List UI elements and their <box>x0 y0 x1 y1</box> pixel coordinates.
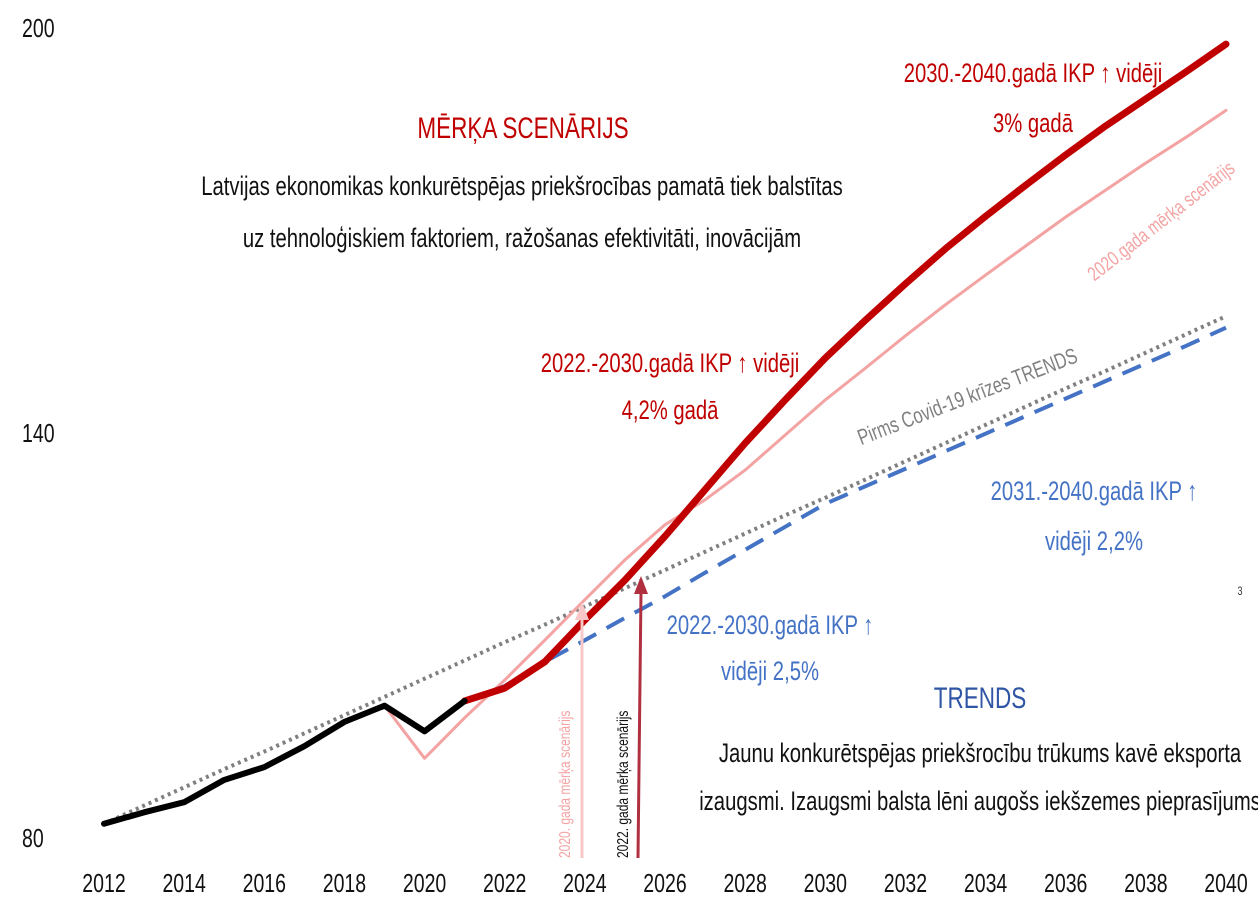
annotation: 3 <box>1237 584 1242 598</box>
annotation: 2031.-2040.gadā IKP ↑ <box>991 476 1198 506</box>
x-tick-label: 2032 <box>884 868 927 898</box>
annotation: 2022.-2030.gadā IKP ↑ vidēji <box>541 348 800 378</box>
x-tick-label: 2030 <box>804 868 847 898</box>
annotation: 2030.-2040.gadā IKP ↑ vidēji <box>904 58 1163 88</box>
annotation: 4,2% gadā <box>622 395 720 425</box>
x-tick-label: 2014 <box>162 868 205 898</box>
annotation: vidēji 2,2% <box>1045 526 1143 556</box>
annotation: 2020. gada mērķa scenārijs <box>557 711 574 858</box>
arrow <box>636 591 643 859</box>
x-tick-label: 2020 <box>403 868 446 898</box>
arrow-head <box>575 602 589 620</box>
annotations: MĒRĶA SCENĀRIJS Latvijas ekonomikas konk… <box>201 58 1258 858</box>
line-series <box>101 697 468 827</box>
annotation: 3% gadā <box>993 108 1074 138</box>
x-tick-label: 2018 <box>323 868 366 898</box>
line-series <box>463 325 1227 703</box>
x-tick-label: 2036 <box>1044 868 1087 898</box>
y-tick-label: 200 <box>22 13 55 43</box>
annotation: Jaunu konkurētspējas priekšrocību trūkum… <box>719 738 1242 768</box>
y-tick-label: 140 <box>22 418 55 448</box>
arrow-head <box>634 576 648 594</box>
x-tick-label: 2040 <box>1204 868 1247 898</box>
y-tick-label: 80 <box>22 823 44 853</box>
annotation: 2022.-2030.gadā IKP ↑ <box>667 610 874 640</box>
x-tick-label: 2028 <box>723 868 766 898</box>
x-tick-label: 2016 <box>243 868 286 898</box>
line-series <box>383 108 1228 760</box>
x-tick-label: 2012 <box>82 868 125 898</box>
arrows <box>575 576 648 859</box>
series-group <box>101 40 1230 827</box>
annotation: MĒRĶA SCENĀRIJS <box>417 112 628 145</box>
annotation: uz tehnoloģiskiem faktoriem, ražošanas e… <box>243 223 801 253</box>
x-tick-label: 2038 <box>1124 868 1167 898</box>
x-tick-label: 2022 <box>483 868 526 898</box>
annotation: TRENDS <box>934 682 1027 715</box>
line-series <box>103 314 1227 826</box>
annotation: vidēji 2,5% <box>721 656 819 686</box>
annotation: 2022. gada mērķa scenārijs <box>615 711 632 858</box>
x-tick-label: 2024 <box>563 868 606 898</box>
x-tick-label: 2026 <box>643 868 686 898</box>
series-label: 2020.gada mērķa scenārijs <box>1084 157 1239 285</box>
annotation: Latvijas ekonomikas konkurētspējas priek… <box>201 171 843 201</box>
annotation: izaugsmi. Izaugsmi balsta lēni augošs ie… <box>699 786 1258 816</box>
x-tick-label: 2034 <box>964 868 1007 898</box>
line-series <box>461 40 1230 705</box>
